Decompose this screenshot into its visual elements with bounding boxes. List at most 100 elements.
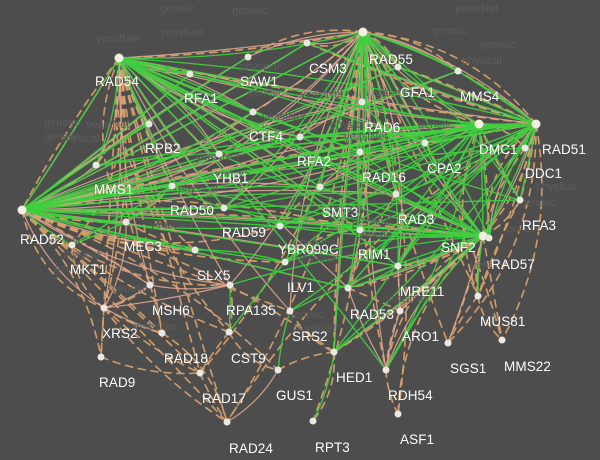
edge-type-label: yeastNet — [292, 323, 335, 335]
edge-yeastnet — [21, 57, 120, 211]
node-rdh54[interactable] — [382, 366, 390, 374]
edge-yeastnet — [21, 73, 191, 211]
edge-yeastnet — [21, 66, 399, 211]
node-rad6[interactable] — [358, 98, 366, 106]
node-asf1[interactable] — [394, 410, 402, 418]
edge-genetic — [501, 123, 543, 341]
edge-genetic — [284, 229, 361, 263]
node-sgs1[interactable] — [444, 339, 452, 347]
edge-physical — [21, 209, 151, 286]
node-rad16[interactable] — [356, 148, 364, 156]
node-rad17[interactable] — [196, 369, 204, 377]
node-rfa1[interactable] — [186, 70, 194, 78]
edge-yeastnet — [21, 123, 150, 211]
edge-yeastnet — [118, 57, 150, 125]
node-srs2[interactable] — [286, 307, 294, 315]
node-csm3[interactable] — [303, 39, 311, 47]
edge-type-label: yeastNet — [386, 293, 429, 305]
edge-genetic — [347, 287, 401, 312]
edge-yeastnet — [218, 153, 484, 237]
edge-yeastnet — [223, 123, 537, 209]
node-rad3[interactable] — [392, 190, 400, 198]
edge-type-label: genetic — [112, 283, 148, 295]
node-rpa135[interactable] — [226, 281, 234, 289]
node-label-rfa2: RFA2 — [297, 154, 332, 169]
node-mms1[interactable] — [92, 161, 100, 169]
node-xrs2[interactable] — [100, 304, 108, 312]
edge-yeastnet — [397, 66, 537, 125]
node-mms22[interactable] — [498, 336, 506, 344]
edge-yeastnet — [171, 185, 225, 209]
edge-yeastnet — [362, 31, 426, 144]
node-hed1[interactable] — [330, 348, 338, 356]
node-rad52[interactable] — [17, 205, 27, 215]
edge-type-label: genetic — [44, 131, 80, 143]
edge-yeastnet — [359, 123, 480, 231]
edge-yeastnet — [21, 142, 426, 211]
edge-type-label: yeastNet — [344, 131, 387, 143]
edge-physical — [299, 101, 363, 138]
edge-genetic — [333, 235, 484, 353]
node-dmc1[interactable] — [474, 119, 484, 129]
edge-type-label: yeastNet — [86, 119, 129, 131]
edge-physical — [361, 31, 387, 371]
node-mre11[interactable] — [394, 262, 402, 270]
node-yhb1[interactable] — [215, 150, 223, 158]
node-ilv1[interactable] — [281, 258, 289, 266]
node-rad59[interactable] — [220, 204, 228, 212]
node-smt3[interactable] — [316, 183, 324, 191]
node-rpt3[interactable] — [309, 417, 317, 425]
edge-physical — [103, 221, 127, 309]
node-rad53[interactable] — [344, 284, 352, 292]
node-mkt1[interactable] — [68, 241, 76, 249]
edge-genetic — [477, 199, 521, 297]
node-rad9[interactable] — [97, 353, 105, 361]
node-label-rfa1: RFA1 — [184, 91, 219, 106]
node-mms4[interactable] — [454, 67, 462, 75]
edge-type-label: genetic — [432, 25, 468, 37]
node-rad24[interactable] — [223, 418, 231, 426]
edge-physical — [149, 284, 231, 290]
node-ddc1[interactable] — [521, 144, 529, 152]
edge-genetic — [385, 235, 484, 371]
edge-genetic — [21, 209, 163, 334]
node-msh6[interactable] — [146, 281, 154, 289]
node-rpb2[interactable] — [145, 120, 153, 128]
edge-yeastnet — [279, 225, 484, 238]
node-rad54[interactable] — [114, 53, 124, 63]
node-mus81[interactable] — [474, 292, 482, 300]
edge-genetic — [277, 351, 335, 371]
node-cpa2[interactable] — [421, 139, 429, 147]
node-rad57[interactable] — [485, 234, 493, 242]
edge-yeastnet — [118, 57, 363, 103]
edge-genetic — [103, 307, 228, 423]
node-rad18[interactable] — [158, 329, 166, 337]
edge-type-label: genetic — [214, 169, 250, 181]
edge-yeastnet — [71, 185, 173, 246]
node-mec3[interactable] — [122, 218, 130, 226]
edge-yeastnet — [284, 123, 480, 263]
node-rim1[interactable] — [356, 226, 364, 234]
node-rfa3[interactable] — [516, 196, 524, 204]
edge-type-label: genetic — [54, 263, 90, 275]
edge-genetic — [477, 123, 537, 297]
edge-type-label: yeastNet — [300, 89, 343, 101]
node-ybr099c[interactable] — [276, 222, 284, 230]
node-gfa1[interactable] — [394, 63, 402, 71]
node-slx5[interactable] — [191, 246, 199, 254]
node-label-mre11: MRE11 — [400, 284, 445, 299]
node-rad50[interactable] — [168, 182, 176, 190]
node-rad51[interactable] — [531, 119, 541, 129]
node-rad55[interactable] — [358, 27, 368, 37]
node-gus1[interactable] — [274, 366, 282, 374]
node-saw1[interactable] — [244, 53, 252, 61]
node-rfa2[interactable] — [296, 133, 304, 141]
node-cst9[interactable] — [225, 328, 233, 336]
edge-yeastnet — [118, 31, 364, 59]
node-aro1[interactable] — [396, 307, 404, 315]
node-ctf4[interactable] — [249, 108, 257, 116]
node-snf2[interactable] — [478, 231, 488, 241]
edge-yeastnet — [21, 209, 281, 230]
edge-yeastnet — [299, 31, 364, 138]
